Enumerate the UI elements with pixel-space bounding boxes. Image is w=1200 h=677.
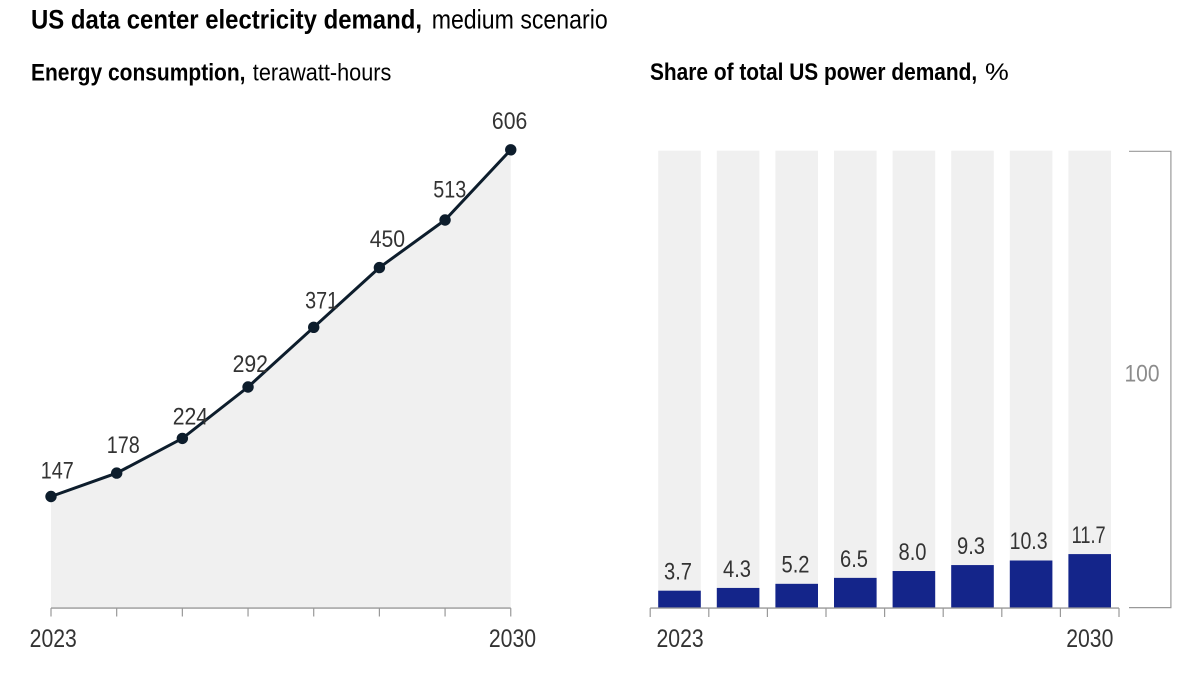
svg-text:US data center electricity dem: US data center electricity demand, [31,5,422,35]
svg-text:178: 178 [107,432,140,459]
svg-text:6.5: 6.5 [840,546,868,573]
svg-text:10.3: 10.3 [1010,528,1048,555]
svg-text:100: 100 [1125,360,1160,387]
svg-text:292: 292 [233,351,268,378]
svg-text:147: 147 [41,458,74,485]
svg-text:%: % [985,59,1009,86]
svg-text:8.0: 8.0 [899,539,927,566]
svg-text:2030: 2030 [1066,625,1113,653]
svg-text:2023: 2023 [657,625,704,653]
svg-text:450: 450 [370,226,405,253]
svg-text:9.3: 9.3 [957,533,985,560]
svg-text:3.7: 3.7 [664,559,692,586]
svg-text:224: 224 [173,403,208,430]
svg-text:Share of total US power demand: Share of total US power demand, [650,59,977,86]
svg-text:medium scenario: medium scenario [432,5,608,35]
svg-text:4.3: 4.3 [723,556,751,583]
svg-text:2030: 2030 [489,625,536,653]
svg-text:2023: 2023 [30,625,77,653]
svg-text:371: 371 [305,288,338,315]
svg-text:513: 513 [433,177,466,204]
svg-text:5.2: 5.2 [782,552,810,579]
svg-text:Energy consumption,: Energy consumption, [31,60,246,87]
svg-text:terawatt-hours: terawatt-hours [253,60,391,87]
svg-text:606: 606 [492,108,527,135]
svg-text:11.7: 11.7 [1072,522,1106,549]
